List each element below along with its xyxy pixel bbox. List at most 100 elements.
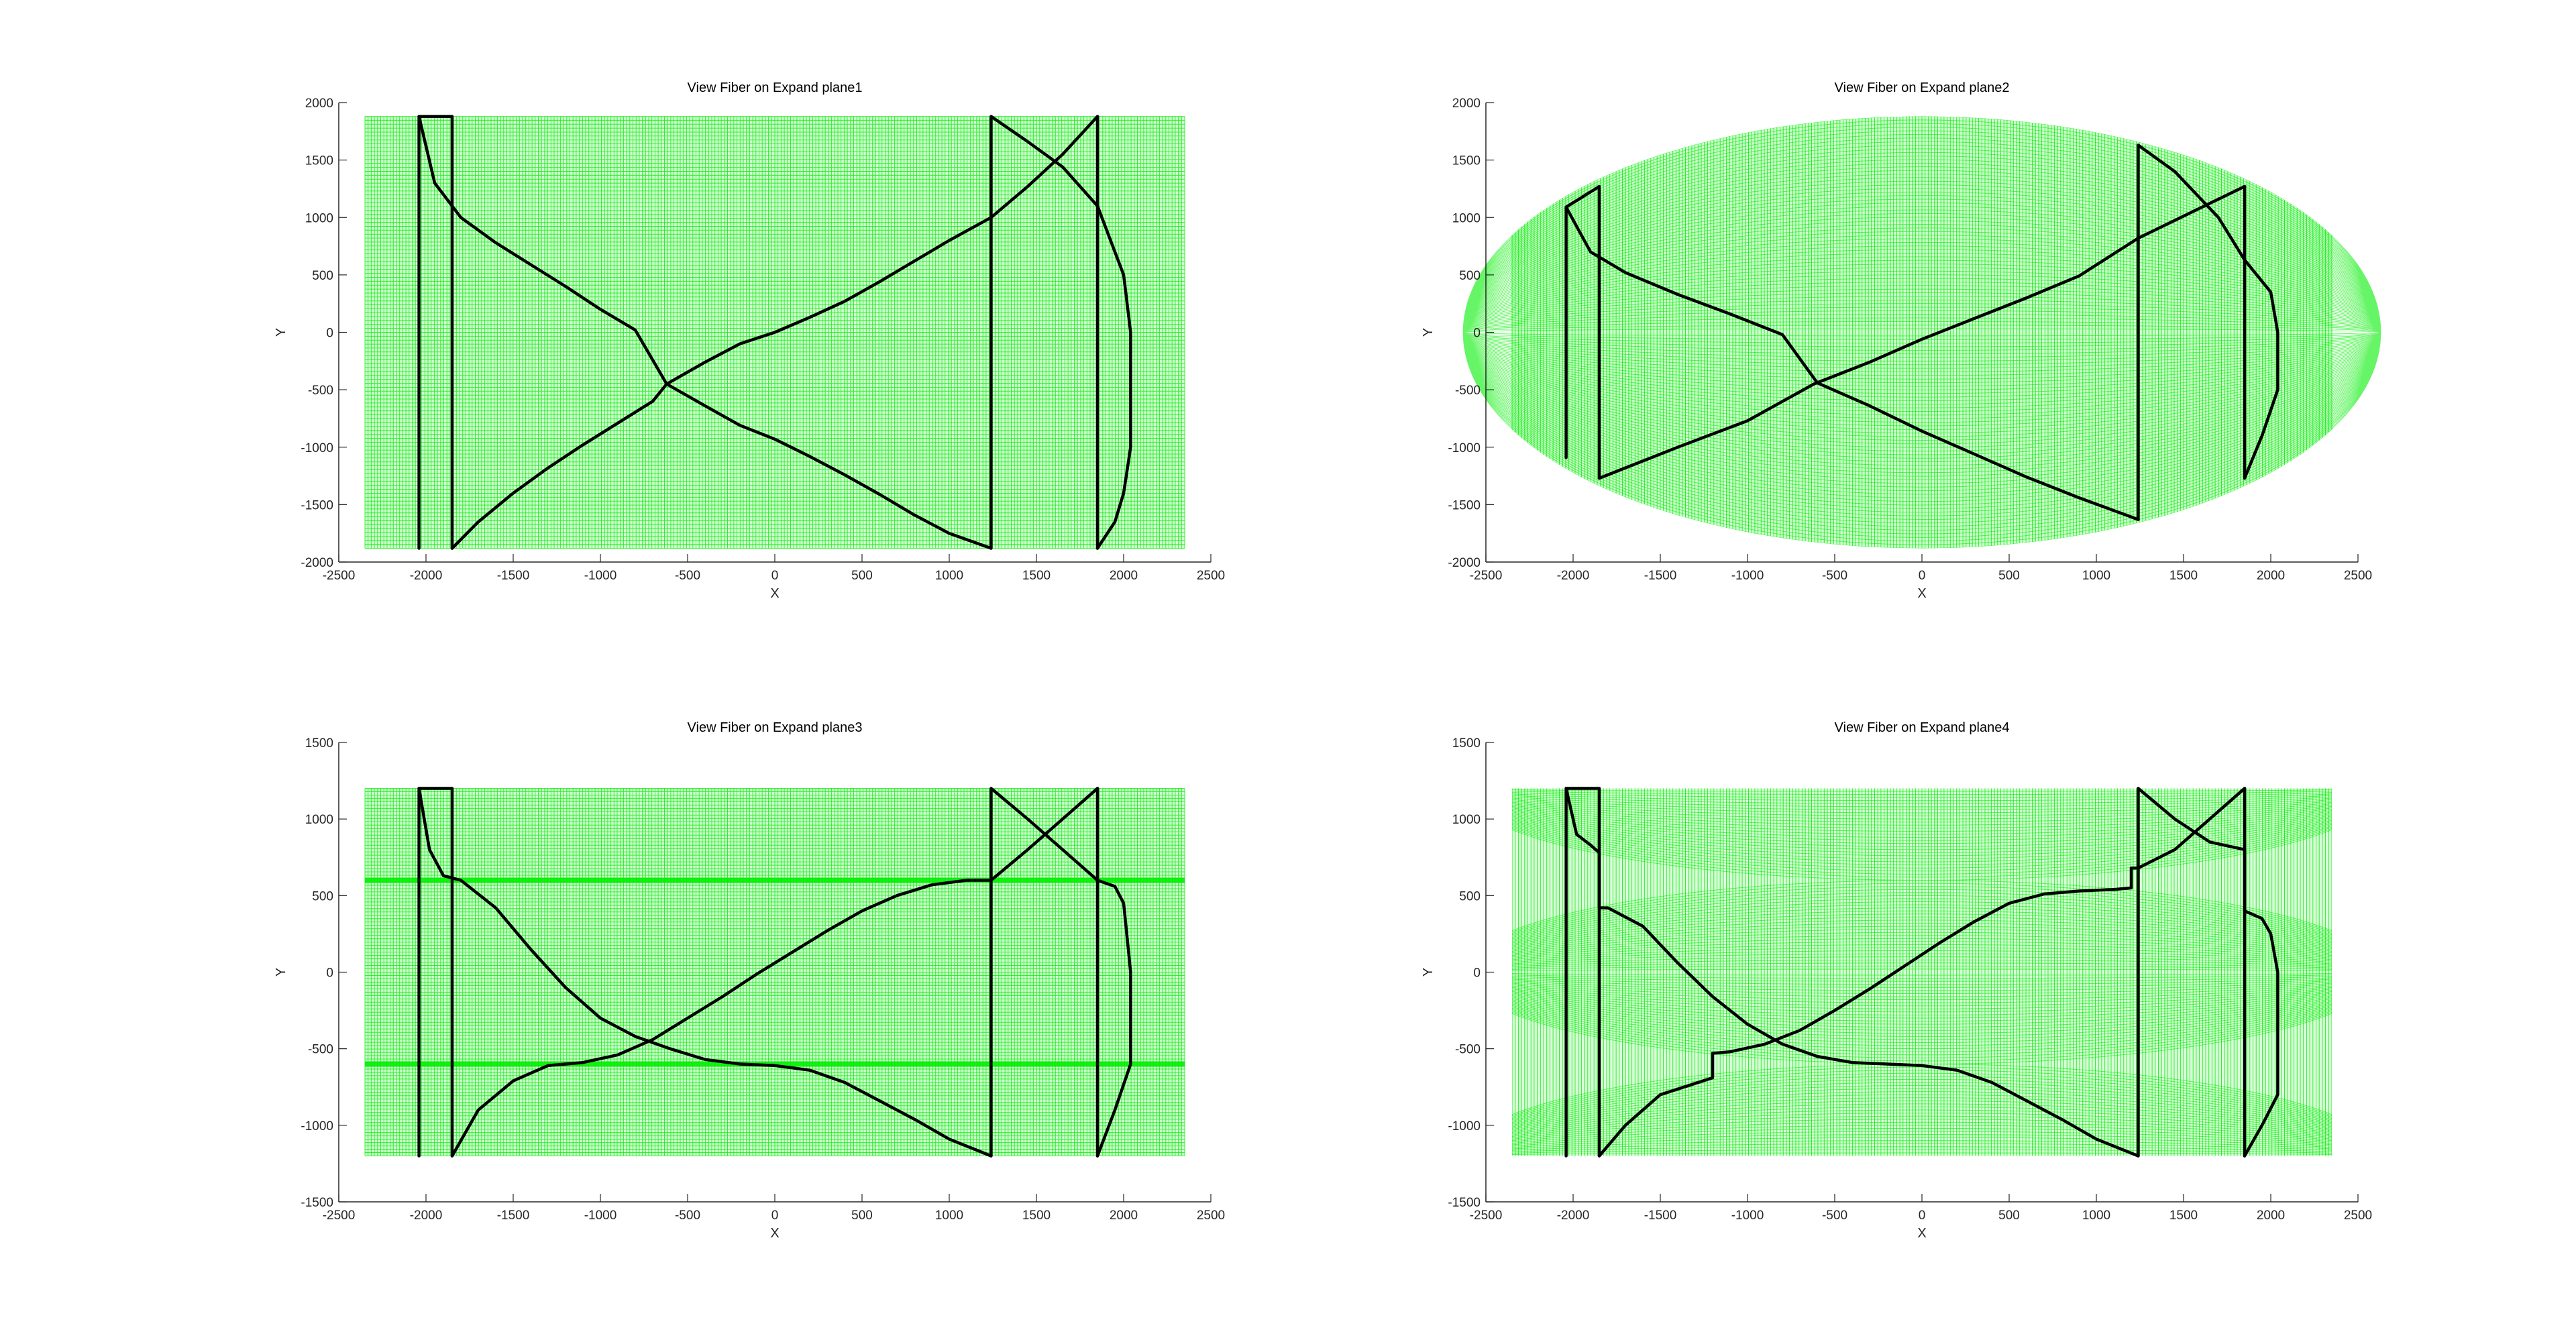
fiber-line-3 — [1597, 184, 2247, 480]
fiber-line-5 — [2137, 144, 2279, 521]
y-tick-label: -1500 — [301, 1196, 333, 1210]
fiber-line-3 — [1597, 787, 2247, 1158]
x-tick-label: 2500 — [1197, 1209, 1225, 1223]
x-tick-label: 1500 — [1022, 569, 1051, 583]
y-tick-label: -1000 — [1448, 441, 1481, 455]
mesh-grid — [1512, 788, 2332, 1156]
y-tick-label: 1500 — [1452, 154, 1481, 168]
y-tick-label: 1500 — [305, 736, 333, 750]
mesh-horizontal-lines — [365, 788, 1185, 1156]
x-tick-label: 2000 — [1110, 1209, 1138, 1223]
y-axis-label: Y — [1421, 968, 1436, 977]
fiber-line-1 — [1564, 184, 1601, 480]
y-tick-label: 2000 — [305, 97, 333, 111]
mesh-band — [365, 877, 1185, 883]
y-tick-label: 2000 — [1452, 97, 1481, 111]
fiber-series-group — [1564, 144, 2279, 521]
x-tick-label: 0 — [771, 569, 779, 583]
subplot-plane2: -2500 -2000 -1500 -1000 -500 0 500 1000 1500 2000… — [1421, 80, 2381, 601]
y-tick-label: 1000 — [305, 211, 333, 225]
x-tick-label: -2000 — [1557, 569, 1590, 583]
y-tick-label: -1000 — [301, 441, 333, 455]
y-tick-label: 500 — [312, 269, 333, 283]
x-tick-label: 2500 — [2344, 1209, 2372, 1223]
fiber-line-1 — [417, 787, 454, 1158]
y-tick-label: 500 — [312, 889, 333, 903]
fiber-line-2 — [417, 115, 993, 550]
y-tick-label: -1500 — [1448, 498, 1481, 512]
y-axis-label: Y — [274, 328, 288, 337]
fiber-line-1 — [1564, 787, 1601, 1158]
y-tick-label: 0 — [326, 966, 333, 981]
y-tick-label: 0 — [326, 327, 333, 341]
y-tick-label: -500 — [1455, 1043, 1481, 1057]
x-tick-label: -2000 — [1557, 1209, 1590, 1223]
subplot-plane3: -2500 -2000 -1500 -1000 -500 0 500 1000 1500 2000… — [274, 720, 1225, 1241]
x-tick-label: -2500 — [1470, 1209, 1503, 1223]
axes: -2500 -2000 -1500 -1000 -500 0 500 1000 1500 2000… — [301, 97, 1225, 583]
x-tick-label: -1500 — [1644, 1209, 1677, 1223]
x-axis-label: X — [770, 586, 779, 601]
y-tick-label: -1500 — [1448, 1196, 1481, 1210]
x-axis-label: X — [1917, 586, 1926, 601]
x-tick-label: -2500 — [323, 1209, 356, 1223]
x-tick-label: -500 — [675, 1209, 700, 1223]
x-tick-label: -500 — [1822, 569, 1847, 583]
fiber-line-3 — [450, 115, 1099, 550]
axes: -2500 -2000 -1500 -1000 -500 0 500 1000 1500 2000… — [1448, 736, 2372, 1223]
x-tick-label: 0 — [1919, 1209, 1926, 1223]
x-tick-label: 1500 — [2169, 569, 2198, 583]
plot-title: View Fiber on Expand plane2 — [1835, 80, 2010, 95]
fiber-line-2 — [417, 787, 993, 1158]
mesh-band — [365, 1061, 1185, 1067]
mesh-horizontal-lines — [365, 116, 1185, 549]
fiber-line-5 — [2137, 787, 2279, 1158]
x-tick-label: 2000 — [2257, 569, 2285, 583]
x-tick-label: 1000 — [2082, 1209, 2110, 1223]
plot-title: View Fiber on Expand plane3 — [688, 720, 863, 735]
fiber-line-2 — [1564, 787, 2140, 1158]
fiber-line-1 — [417, 115, 454, 550]
y-tick-label: 500 — [1459, 889, 1481, 903]
x-axis-label: X — [1917, 1226, 1926, 1241]
y-tick-label: 1000 — [305, 813, 333, 827]
y-axis-label: Y — [1421, 328, 1436, 337]
x-tick-label: -1500 — [497, 1209, 530, 1223]
mesh-clip — [1462, 116, 2381, 549]
x-tick-label: -2000 — [410, 569, 443, 583]
x-tick-label: 500 — [1998, 1209, 2020, 1223]
fiber-series-group — [1564, 787, 2279, 1158]
x-tick-label: -500 — [1822, 1209, 1847, 1223]
x-tick-label: -1000 — [584, 1209, 617, 1223]
axes: -2500 -2000 -1500 -1000 -500 0 500 1000 1500 2000… — [1448, 97, 2372, 583]
plot-title: View Fiber on Expand plane1 — [688, 80, 863, 95]
x-tick-label: 500 — [851, 1209, 873, 1223]
x-tick-label: 2500 — [2344, 569, 2372, 583]
y-tick-label: 0 — [1473, 966, 1481, 981]
y-tick-label: -2000 — [1448, 556, 1481, 570]
fiber-series-group — [417, 787, 1132, 1158]
y-tick-label: 500 — [1459, 269, 1481, 283]
mesh-clip — [1512, 788, 2332, 1156]
y-tick-label: -500 — [308, 384, 333, 398]
y-axis-label: Y — [274, 968, 288, 977]
x-tick-label: -1500 — [1644, 569, 1677, 583]
x-tick-label: 500 — [1998, 569, 2020, 583]
x-tick-label: 2000 — [2257, 1209, 2285, 1223]
x-tick-label: -1000 — [1731, 569, 1764, 583]
axes: -2500 -2000 -1500 -1000 -500 0 500 1000 1500 2000… — [301, 736, 1225, 1223]
x-tick-label: -1000 — [584, 569, 617, 583]
plot-title: View Fiber on Expand plane4 — [1835, 720, 2010, 735]
x-tick-label: 2000 — [1110, 569, 1138, 583]
subplot-plane1: -2500 -2000 -1500 -1000 -500 0 500 1000 1500 2000… — [274, 80, 1225, 601]
y-tick-label: 1500 — [305, 154, 333, 168]
x-tick-label: 0 — [771, 1209, 779, 1223]
y-tick-label: 1500 — [1452, 736, 1481, 750]
x-tick-label: 500 — [851, 569, 873, 583]
y-tick-label: -500 — [1455, 384, 1481, 398]
x-tick-label: -2000 — [410, 1209, 443, 1223]
y-tick-label: 0 — [1473, 327, 1481, 341]
y-tick-label: -500 — [308, 1043, 333, 1057]
x-tick-label: -2500 — [323, 569, 356, 583]
